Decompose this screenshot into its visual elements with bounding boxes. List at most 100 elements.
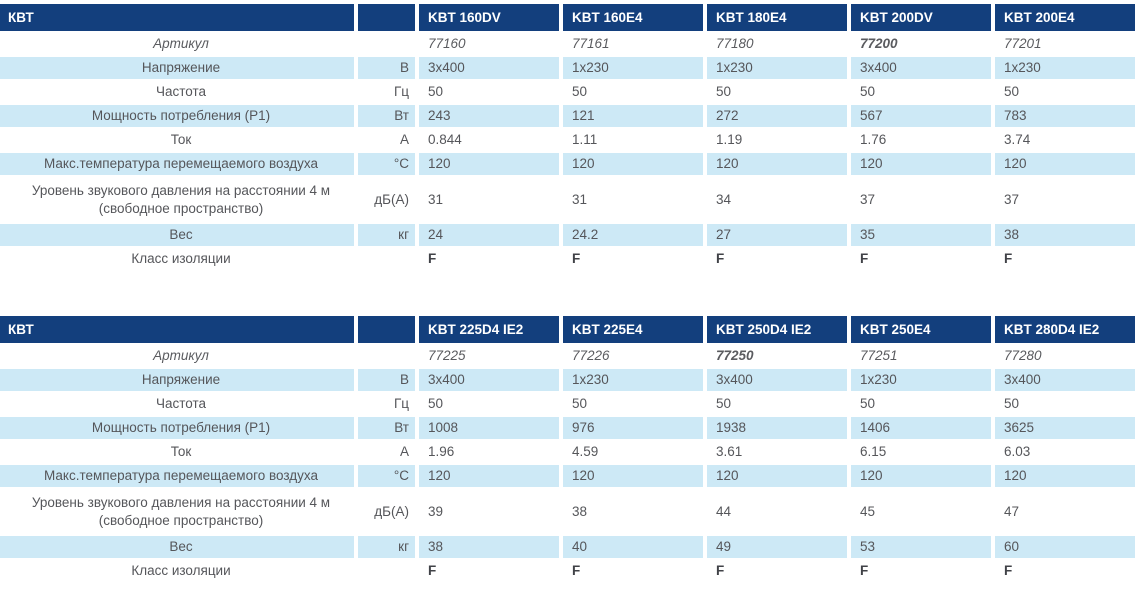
value-cell: 77280 (1004, 348, 1042, 364)
table-header-row: КВТ KBT 160DV KBT 160E4 KBT 180E4 KBT 200DV K… (0, 4, 1135, 31)
value-cell: 53 (851, 536, 991, 558)
value-cell: F (716, 251, 725, 267)
value-cell: 6.03 (1004, 444, 1031, 460)
row-label-line: (свободное пространство) (98, 512, 264, 528)
table-title: КВТ (0, 4, 354, 31)
value-cell: 40 (563, 536, 703, 558)
model-header: KBT 225D4 IE2 (419, 316, 559, 343)
value-cell: 50 (1004, 396, 1020, 412)
row-label: Артикул (0, 33, 354, 55)
value-cell: 120 (995, 153, 1135, 175)
unit-cell: В (358, 369, 415, 391)
table-row: Вес кг 38 40 49 53 60 (0, 536, 1135, 558)
row-label-line: Ток (170, 132, 192, 148)
table-title: КВТ (0, 316, 354, 343)
value-cell: 37 (1004, 191, 1020, 207)
value-cell: 50 (572, 396, 588, 412)
value-cell: 77160 (428, 36, 466, 52)
model-header: KBT 160DV (419, 4, 559, 31)
row-label-line: Частота (155, 84, 207, 100)
row-label-line: Уровень звукового давления на расстоянии… (31, 182, 331, 198)
value-cell: 34 (716, 191, 732, 207)
unit-cell (358, 33, 415, 55)
unit-cell: Гц (393, 396, 409, 412)
value-cell: 1406 (851, 417, 991, 439)
value-cell: 77200 (860, 36, 898, 52)
row-label: Вес (0, 536, 354, 558)
value-cell: 3x400 (419, 369, 559, 391)
value-cell: 50 (860, 84, 876, 100)
value-cell: 1x230 (563, 369, 703, 391)
value-cell: 272 (707, 105, 847, 127)
unit-cell: °C (358, 153, 415, 175)
row-label: Частота (0, 81, 354, 103)
value-cell: 3x400 (995, 369, 1135, 391)
row-label: Ток (0, 441, 354, 463)
table-row: Артикул 77160 77161 77180 77200 77201 (0, 33, 1135, 55)
unit-header-cell (358, 316, 415, 343)
value-cell: 976 (563, 417, 703, 439)
value-cell: 31 (428, 191, 444, 207)
value-cell: 50 (572, 84, 588, 100)
unit-cell: Вт (358, 417, 415, 439)
unit-cell: дБ(А) (374, 191, 409, 207)
value-cell: 120 (851, 153, 991, 175)
value-cell: 120 (419, 465, 559, 487)
value-cell: 3x400 (419, 57, 559, 79)
row-label-line: Уровень звукового давления на расстоянии… (31, 494, 331, 510)
value-cell: 120 (563, 153, 703, 175)
value-cell: 0.844 (428, 132, 462, 148)
row-label: Мощность потребления (P1) (0, 105, 354, 127)
table-row: Мощность потребления (P1) Вт 243 121 272 567 7… (0, 105, 1135, 127)
table-header-row: КВТ KBT 225D4 IE2 KBT 225E4 KBT 250D4 IE2 KB… (0, 316, 1135, 343)
value-cell: 50 (716, 396, 732, 412)
table-row: Напряжение В 3x400 1x230 3x400 1x230 3x400 (0, 369, 1135, 391)
table-row: Уровень звукового давления на расстоянии… (0, 489, 1135, 534)
value-cell: F (716, 563, 725, 579)
row-label: Мощность потребления (P1) (0, 417, 354, 439)
value-cell: 50 (1004, 84, 1020, 100)
value-cell: 1.76 (860, 132, 887, 148)
unit-cell (358, 248, 415, 270)
value-cell: 44 (716, 503, 732, 519)
value-cell: 77201 (1004, 36, 1042, 52)
unit-header-cell (358, 4, 415, 31)
value-cell: 121 (563, 105, 703, 127)
value-cell: 783 (995, 105, 1135, 127)
value-cell: 27 (707, 224, 847, 246)
unit-cell (358, 345, 415, 367)
value-cell: 38 (419, 536, 559, 558)
model-header: KBT 250E4 (851, 316, 991, 343)
value-cell: F (572, 563, 581, 579)
value-cell: 120 (995, 465, 1135, 487)
unit-cell (358, 560, 415, 582)
value-cell: 60 (995, 536, 1135, 558)
row-label: Артикул (0, 345, 354, 367)
value-cell: 6.15 (860, 444, 887, 460)
table-row: Ток А 1.96 4.59 3.61 6.15 6.03 (0, 441, 1135, 463)
table-row: Артикул 77225 77226 77250 77251 77280 (0, 345, 1135, 367)
table-row: Частота Гц 50 50 50 50 50 (0, 81, 1135, 103)
row-label-line: Макс.температура перемещаемого воздуха (44, 156, 318, 172)
value-cell: 243 (419, 105, 559, 127)
value-cell: F (1004, 563, 1013, 579)
row-label-line: Частота (155, 396, 207, 412)
value-cell: F (860, 251, 869, 267)
value-cell: 39 (428, 503, 444, 519)
row-label-line: Мощность потребления (P1) (91, 108, 271, 124)
unit-cell: °C (358, 465, 415, 487)
value-cell: F (572, 251, 581, 267)
model-header: KBT 200DV (851, 4, 991, 31)
value-cell: 1.11 (572, 132, 598, 148)
value-cell: 77225 (428, 348, 466, 364)
table-row: Уровень звукового давления на расстоянии… (0, 177, 1135, 222)
unit-cell: Гц (393, 84, 409, 100)
model-header: KBT 225E4 (563, 316, 703, 343)
value-cell: 567 (851, 105, 991, 127)
value-cell: 120 (707, 153, 847, 175)
model-header: KBT 200E4 (995, 4, 1135, 31)
row-label-line: Напряжение (141, 60, 221, 76)
spec-table-kvt-1: КВТ KBT 160DV KBT 160E4 KBT 180E4 KBT 200DV K… (0, 4, 1135, 270)
value-cell: 37 (860, 191, 876, 207)
value-cell: 1x230 (707, 57, 847, 79)
